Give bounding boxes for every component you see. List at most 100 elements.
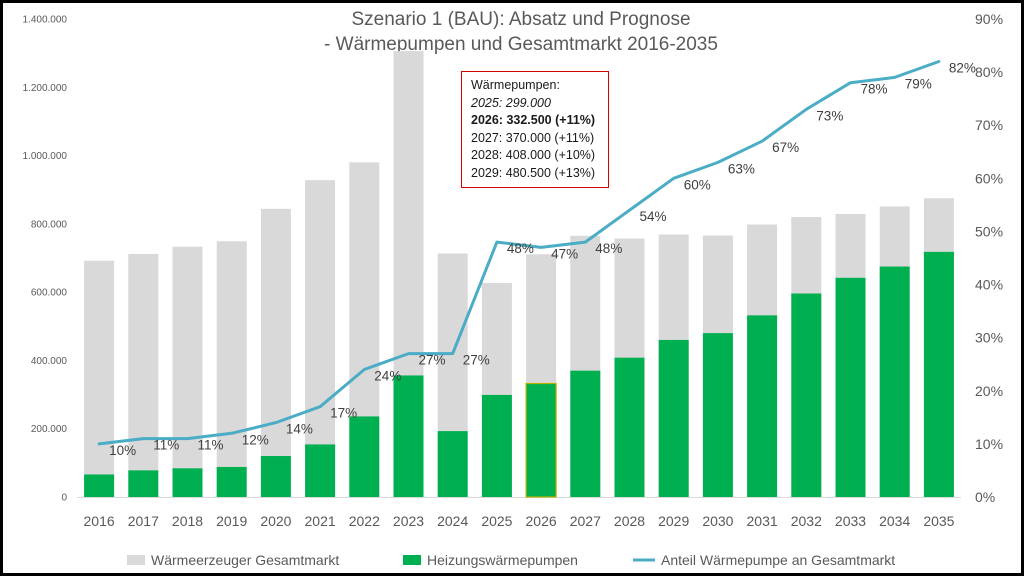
y-right-tick-label: 60% <box>975 170 1003 186</box>
share-data-label: 24% <box>374 369 401 384</box>
x-tick-label: 2033 <box>835 513 866 529</box>
combo-chart: Szenario 1 (BAU): Absatz und Prognose - … <box>23 9 1004 568</box>
x-tick-label: 2023 <box>393 513 424 529</box>
bar-heat-pumps <box>747 315 778 497</box>
x-tick-label: 2026 <box>526 513 557 529</box>
x-tick-label: 2025 <box>481 513 512 529</box>
x-tick-label: 2035 <box>923 513 954 529</box>
bar-heat-pumps <box>879 266 910 497</box>
share-data-label: 48% <box>595 241 622 256</box>
bar-heat-pumps <box>172 468 203 497</box>
legend-heat-pumps-swatch <box>403 555 421 565</box>
share-data-label: 12% <box>242 432 269 447</box>
share-data-label: 27% <box>463 353 490 368</box>
heat-pump-forecast-callout: Wärmepumpen: 2025: 299.000 2026: 332.500… <box>461 71 609 188</box>
x-tick-label: 2034 <box>879 513 910 529</box>
bar-heat-pumps <box>216 466 247 497</box>
x-tick-label: 2024 <box>437 513 468 529</box>
x-tick-label: 2031 <box>747 513 778 529</box>
x-tick-label: 2030 <box>702 513 733 529</box>
y-right-tick-label: 10% <box>975 436 1003 452</box>
x-tick-label: 2017 <box>128 513 159 529</box>
bar-total-market <box>260 208 291 497</box>
bar-heat-pumps <box>260 456 291 497</box>
bar-heat-pumps <box>525 382 557 498</box>
callout-title: Wärmepumpen: <box>471 78 560 92</box>
share-data-label: 11% <box>153 438 179 453</box>
x-tick-label: 2021 <box>305 513 336 529</box>
bar-heat-pumps <box>658 339 689 497</box>
share-data-label: 73% <box>816 108 843 123</box>
legend-share-line-label: Anteil Wärmepumpe an Gesamtmarkt <box>661 552 895 568</box>
bar-heat-pumps <box>437 431 468 497</box>
share-data-label: 60% <box>684 177 711 192</box>
y-left-tick-label: 1.400.000 <box>23 15 68 26</box>
y-right-tick-label: 70% <box>975 117 1003 133</box>
chart-title-line2: - Wärmepumpen und Gesamtmarkt 2016-2035 <box>324 34 718 55</box>
x-tick-label: 2022 <box>349 513 380 529</box>
y-left-tick-label: 0 <box>61 493 67 504</box>
y-right-tick-label: 80% <box>975 64 1003 80</box>
bar-heat-pumps <box>835 277 866 497</box>
bar-total-market <box>84 260 115 497</box>
share-data-label: 54% <box>640 209 667 224</box>
chart-title-line1: Szenario 1 (BAU): Absatz und Prognose <box>351 9 690 30</box>
callout-line-2027: 2027: 370.000 (+11%) <box>471 130 595 145</box>
x-tick-label: 2027 <box>570 513 601 529</box>
share-data-label: 48% <box>507 241 534 256</box>
share-data-label: 82% <box>949 60 976 75</box>
bar-heat-pumps <box>481 394 512 497</box>
callout-line-2025: 2025: 299.000 <box>471 95 551 110</box>
x-tick-label: 2029 <box>658 513 689 529</box>
y-left-tick-label: 400.000 <box>31 356 68 367</box>
y-left-tick-label: 1.200.000 <box>23 83 68 94</box>
bar-heat-pumps <box>84 474 115 497</box>
bar-heat-pumps <box>393 375 424 497</box>
y-left-tick-label: 200.000 <box>31 424 68 435</box>
y-right-tick-label: 40% <box>975 277 1003 293</box>
y-right-tick-label: 20% <box>975 383 1003 399</box>
share-data-label: 47% <box>551 246 578 261</box>
legend-total-market-swatch <box>127 555 145 565</box>
callout-line-2026: 2026: 332.500 (+11%) <box>471 113 596 127</box>
share-data-label: 67% <box>772 140 799 155</box>
bar-heat-pumps <box>305 444 336 497</box>
y-right-tick-label: 0% <box>975 489 995 505</box>
share-data-label: 11% <box>198 438 224 453</box>
bar-total-market <box>216 241 247 497</box>
y-left-tick-label: 600.000 <box>31 288 68 299</box>
bar-heat-pumps <box>791 293 822 497</box>
x-tick-label: 2016 <box>84 513 115 529</box>
share-data-label: 79% <box>905 76 932 91</box>
y-left-tick-label: 800.000 <box>31 219 68 230</box>
callout-line-2029: 2029: 480.500 (+13%) <box>471 165 596 180</box>
share-data-label: 78% <box>861 82 888 97</box>
y-left-tick-label: 1.000.000 <box>23 151 68 162</box>
bar-heat-pumps <box>128 470 159 497</box>
bar-heat-pumps <box>349 416 380 497</box>
bar-heat-pumps <box>570 370 601 497</box>
share-data-label: 17% <box>330 406 357 421</box>
share-data-label: 27% <box>419 353 446 368</box>
bar-total-market <box>128 253 159 497</box>
share-data-label: 14% <box>286 422 313 437</box>
x-tick-label: 2019 <box>216 513 247 529</box>
bar-heat-pumps <box>702 333 733 497</box>
legend-heat-pumps-label: Heizungswärmepumpen <box>427 552 578 568</box>
x-tick-label: 2028 <box>614 513 645 529</box>
y-right-tick-label: 90% <box>975 11 1003 27</box>
share-data-label: 10% <box>109 443 136 458</box>
x-tick-label: 2032 <box>791 513 822 529</box>
bar-heat-pumps <box>614 357 645 497</box>
x-tick-label: 2018 <box>172 513 203 529</box>
bar-heat-pumps <box>923 251 954 497</box>
y-right-tick-label: 50% <box>975 223 1003 239</box>
callout-line-2028: 2028: 408.000 (+10%) <box>471 148 596 162</box>
line-heat-pump-share <box>97 60 941 446</box>
y-right-tick-label: 30% <box>975 330 1003 346</box>
bar-total-market <box>172 246 203 497</box>
bar-total-market <box>305 180 336 497</box>
x-tick-label: 2020 <box>260 513 291 529</box>
share-data-label: 63% <box>728 161 755 176</box>
